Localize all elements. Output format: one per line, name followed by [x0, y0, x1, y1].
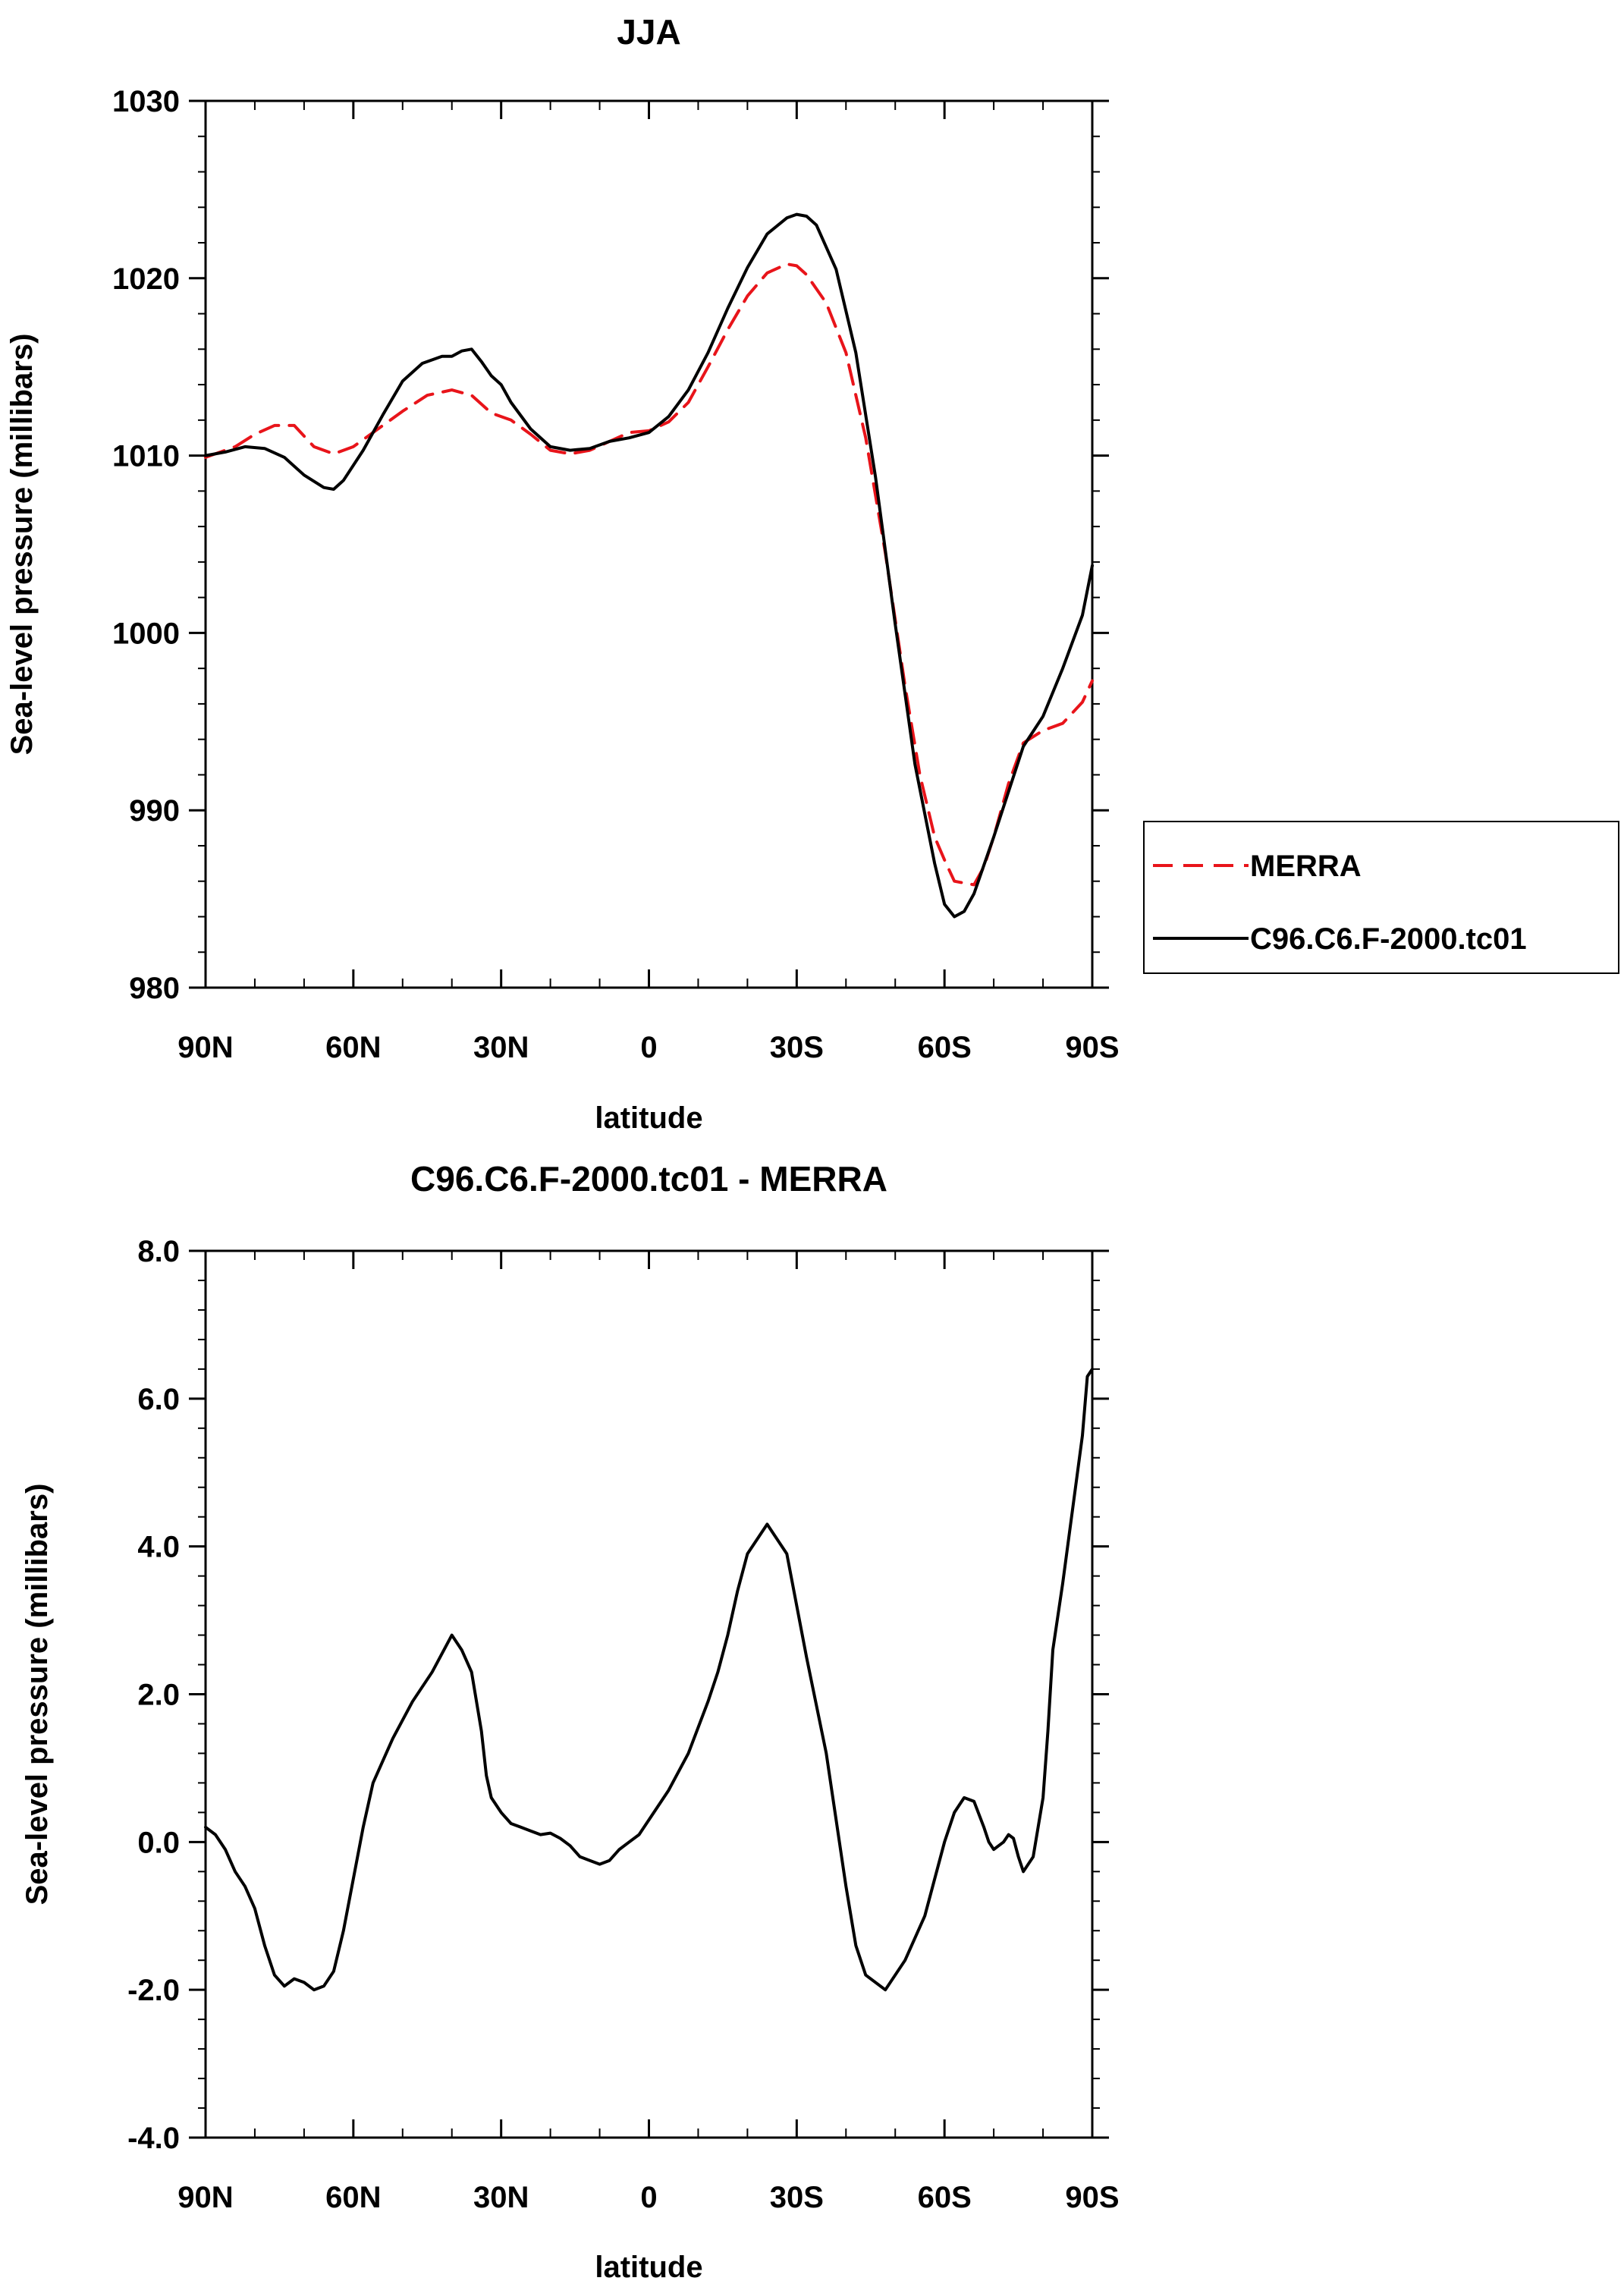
x-axis-label: latitude — [595, 2251, 702, 2284]
chart-title: JJA — [617, 12, 680, 52]
x-tick-label: 60S — [918, 1031, 972, 1064]
x-tick-label: 60N — [325, 2181, 381, 2214]
y-tick-label: 1010 — [112, 440, 180, 473]
x-tick-label: 30N — [473, 1031, 529, 1064]
legend-box — [1143, 821, 1619, 974]
x-axis-label: latitude — [595, 1101, 702, 1135]
legend: MERRA C96.C6.F-2000.tc01 — [1143, 821, 1619, 974]
y-tick-label: -2.0 — [127, 1974, 180, 2007]
x-tick-label: 90S — [1065, 2181, 1119, 2214]
y-tick-label: 8.0 — [137, 1235, 180, 1268]
y-tick-label: 1000 — [112, 617, 180, 650]
x-tick-label: 30S — [770, 1031, 824, 1064]
series-line-c96-c6-f-2000-tc01 — [204, 212, 1094, 919]
x-tick-label: 60N — [325, 1031, 381, 1064]
y-tick-label: 0.0 — [137, 1826, 180, 1859]
y-tick-label: 2.0 — [137, 1679, 180, 1712]
y-tick-label: -4.0 — [127, 2122, 180, 2155]
y-axis-label: Sea-level pressure (millibars) — [5, 334, 39, 756]
x-tick-label: 0 — [640, 2181, 657, 2214]
plot-frame — [204, 1249, 1094, 2139]
series-line-c96-c6-f-2000-tc01-merra — [204, 1367, 1094, 1992]
y-tick-label: 4.0 — [137, 1531, 180, 1564]
x-tick-label: 90N — [177, 2181, 233, 2214]
y-tick-label: 1030 — [112, 85, 180, 118]
x-tick-label: 30N — [473, 2181, 529, 2214]
y-tick-label: 980 — [129, 972, 180, 1005]
x-tick-label: 0 — [640, 1031, 657, 1064]
x-tick-label: 90N — [177, 1031, 233, 1064]
chart-title: C96.C6.F-2000.tc01 - MERRA — [410, 1159, 887, 1199]
y-tick-label: 990 — [129, 794, 180, 828]
legend-label: MERRA — [1250, 850, 1362, 883]
chart-2: C96.C6.F-2000.tc01 - MERRA 90N 60N 30N 0 30S 6… — [20, 1159, 1120, 2284]
x-tick-label: 60S — [918, 2181, 972, 2214]
y-tick-label: 6.0 — [137, 1383, 180, 1416]
y-axis-label: Sea-level pressure (millibars) — [20, 1484, 54, 1905]
chart-1: JJA 90N 60N 30N 0 30S 60S 90S 1030 1020 1010 1000 99… — [5, 12, 1619, 1135]
plot-frame — [204, 99, 1094, 989]
legend-label: C96.C6.F-2000.tc01 — [1250, 922, 1527, 956]
series-line-merra — [204, 262, 1094, 887]
y-tick-label: 1020 — [112, 262, 180, 296]
x-tick-label: 90S — [1065, 1031, 1119, 1064]
x-tick-label: 30S — [770, 2181, 824, 2214]
